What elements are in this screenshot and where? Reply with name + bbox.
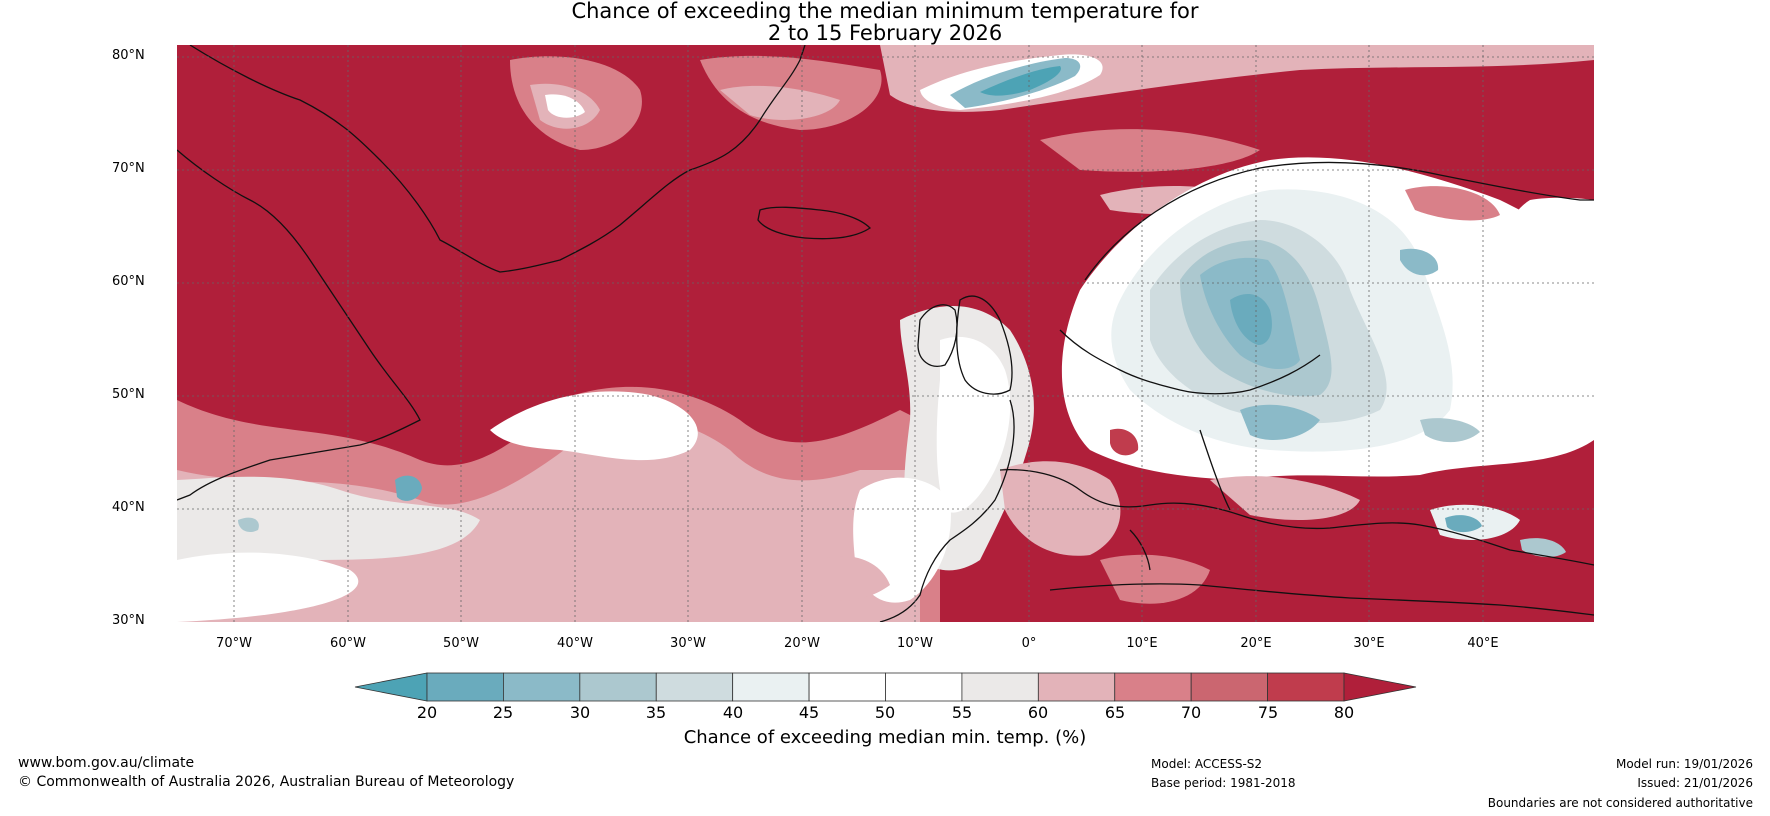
colorbar-tick: 55	[951, 703, 973, 722]
colorbar-swatch	[1037, 672, 1116, 702]
colorbar-tick: 75	[1257, 703, 1279, 722]
colorbar-extend-high	[1343, 672, 1417, 702]
lat-label-30n: 30°N	[112, 613, 145, 628]
map-title-line2: 2 to 15 February 2026	[767, 21, 1003, 45]
lon-label-70w: 70°W	[216, 636, 252, 651]
footer-model: Model: ACCESS-S2	[1151, 757, 1263, 771]
probability-field	[177, 45, 1594, 622]
colorbar-tick: 45	[798, 703, 820, 722]
colorbar-swatch	[579, 672, 657, 702]
footer-website: www.bom.gov.au/climate	[18, 755, 195, 771]
colorbar-tick: 70	[1180, 703, 1202, 722]
colorbar-swatch	[961, 672, 1039, 702]
lon-label-40e: 40°E	[1467, 636, 1499, 651]
lon-label-10e: 10°E	[1126, 636, 1158, 651]
footer-base-period: Base period: 1981-2018	[1151, 776, 1296, 790]
lon-label-60w: 60°W	[330, 636, 366, 651]
colorbar	[354, 672, 1417, 702]
lat-label-70n: 70°N	[112, 161, 145, 176]
colorbar-label: Chance of exceeding median min. temp. (%…	[683, 727, 1087, 748]
lon-label-30w: 30°W	[670, 636, 706, 651]
colorbar-swatch	[808, 672, 886, 702]
footer-issued: Issued: 21/01/2026	[1637, 776, 1753, 790]
lat-label-80n: 80°N	[112, 48, 145, 63]
colorbar-extend-low	[354, 672, 428, 702]
colorbar-swatch	[655, 672, 734, 702]
colorbar-tick: 50	[874, 703, 896, 722]
footer-disclaimer: Boundaries are not considered authoritat…	[1487, 796, 1753, 810]
colorbar-swatch	[426, 672, 504, 702]
lon-label-50w: 50°W	[443, 636, 479, 651]
footer-copyright: © Commonwealth of Australia 2026, Austra…	[18, 774, 515, 790]
colorbar-tick: 65	[1104, 703, 1126, 722]
coastlines	[177, 45, 1594, 622]
lat-label-40n: 40°N	[112, 500, 145, 515]
lon-label-40w: 40°W	[557, 636, 593, 651]
lat-label-60n: 60°N	[112, 274, 145, 289]
colorbar-swatch	[503, 672, 581, 702]
colorbar-tick: 60	[1027, 703, 1049, 722]
graticule	[177, 45, 1594, 622]
footer-model-run: Model run: 19/01/2026	[1615, 757, 1753, 771]
colorbar-tick: 30	[569, 703, 591, 722]
colorbar-tick: 25	[492, 703, 514, 722]
colorbar-swatch	[1190, 672, 1268, 702]
lon-label-20e: 20°E	[1240, 636, 1272, 651]
colorbar-swatch	[1114, 672, 1192, 702]
colorbar-tick: 80	[1333, 703, 1355, 722]
colorbar-tick: 40	[722, 703, 744, 722]
lon-label-10w: 10°W	[897, 636, 933, 651]
colorbar-swatch	[1267, 672, 1345, 702]
lon-label-30e: 30°E	[1353, 636, 1385, 651]
colorbar-tick: 35	[645, 703, 667, 722]
colorbar-swatch	[732, 672, 810, 702]
colorbar-tick: 20	[416, 703, 438, 722]
lat-label-50n: 50°N	[112, 387, 145, 402]
lon-label-0: 0°	[1021, 636, 1037, 651]
lon-label-20w: 20°W	[784, 636, 820, 651]
colorbar-swatch	[885, 672, 963, 702]
map-title-line1: Chance of exceeding the median minimum t…	[571, 0, 1199, 23]
